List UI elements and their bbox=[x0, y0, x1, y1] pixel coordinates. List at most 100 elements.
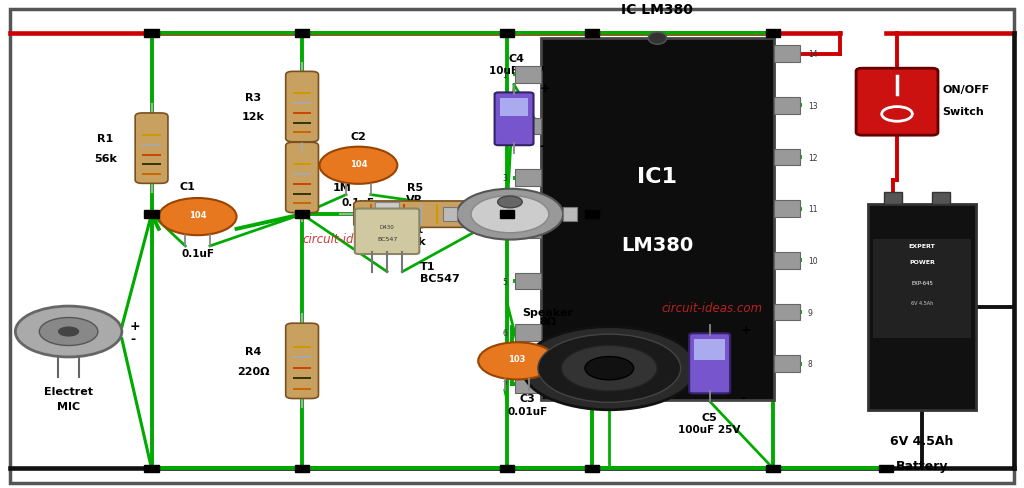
Bar bbox=[515, 273, 541, 290]
Ellipse shape bbox=[648, 33, 667, 45]
Text: 11: 11 bbox=[808, 205, 817, 214]
Text: 8: 8 bbox=[808, 360, 813, 368]
Text: Pot: Pot bbox=[401, 224, 423, 234]
Text: EXPERT: EXPERT bbox=[908, 244, 936, 248]
Text: T1: T1 bbox=[421, 261, 436, 271]
Text: 1M: 1M bbox=[333, 183, 351, 193]
Circle shape bbox=[561, 346, 657, 391]
Text: circuit-ideas.com: circuit-ideas.com bbox=[303, 233, 403, 245]
Text: BC547: BC547 bbox=[377, 237, 397, 242]
Text: 13: 13 bbox=[808, 102, 817, 111]
Bar bbox=[774, 98, 800, 114]
Text: IC1: IC1 bbox=[637, 166, 678, 186]
Text: 14: 14 bbox=[808, 50, 817, 59]
Text: MIC: MIC bbox=[57, 401, 80, 411]
Circle shape bbox=[498, 197, 522, 208]
Bar bbox=[585, 211, 599, 219]
Text: +: + bbox=[540, 81, 550, 94]
FancyBboxPatch shape bbox=[135, 114, 168, 184]
Bar bbox=[515, 376, 541, 393]
Bar bbox=[585, 465, 599, 472]
Text: Electret: Electret bbox=[44, 386, 93, 396]
Text: R4: R4 bbox=[245, 346, 261, 356]
Bar bbox=[774, 46, 800, 63]
Bar bbox=[500, 99, 528, 117]
Text: 3: 3 bbox=[502, 174, 507, 183]
Bar bbox=[563, 207, 577, 222]
Text: 6V 4.5Ah: 6V 4.5Ah bbox=[891, 434, 953, 447]
Text: D430: D430 bbox=[380, 224, 394, 229]
Bar bbox=[515, 222, 541, 238]
Bar bbox=[585, 30, 599, 38]
Bar bbox=[879, 465, 893, 472]
Bar bbox=[868, 205, 976, 410]
Text: 104: 104 bbox=[349, 160, 368, 168]
Text: -: - bbox=[740, 391, 745, 404]
Text: 12k: 12k bbox=[242, 112, 264, 122]
Text: LM380: LM380 bbox=[622, 235, 693, 254]
Text: ON/OFF: ON/OFF bbox=[942, 85, 989, 95]
Bar bbox=[144, 465, 159, 472]
Text: Battery: Battery bbox=[896, 459, 948, 472]
Text: -: - bbox=[540, 140, 545, 153]
Text: C4: C4 bbox=[508, 54, 524, 63]
Circle shape bbox=[522, 327, 696, 410]
Bar bbox=[766, 30, 780, 38]
Text: 0.01uF: 0.01uF bbox=[507, 406, 548, 416]
Text: 2: 2 bbox=[502, 122, 507, 131]
Bar bbox=[515, 67, 541, 83]
Text: 10uF 25V: 10uF 25V bbox=[488, 66, 544, 76]
FancyBboxPatch shape bbox=[286, 72, 318, 142]
Text: 9: 9 bbox=[808, 308, 813, 317]
FancyBboxPatch shape bbox=[856, 69, 938, 136]
Text: +: + bbox=[740, 323, 751, 336]
Bar bbox=[443, 207, 457, 222]
Bar bbox=[774, 356, 800, 372]
Text: EXP-645: EXP-645 bbox=[911, 280, 933, 285]
Text: IC LM380: IC LM380 bbox=[622, 3, 693, 17]
Bar bbox=[500, 211, 514, 219]
Text: 103: 103 bbox=[509, 355, 525, 364]
Text: R5: R5 bbox=[407, 183, 423, 193]
Circle shape bbox=[538, 334, 681, 403]
Bar bbox=[766, 465, 780, 472]
Bar bbox=[774, 149, 800, 166]
FancyBboxPatch shape bbox=[286, 324, 318, 399]
Bar bbox=[500, 30, 514, 38]
Circle shape bbox=[457, 189, 563, 240]
Circle shape bbox=[319, 147, 397, 184]
Text: Speaker: Speaker bbox=[522, 307, 573, 317]
Text: +: + bbox=[130, 320, 140, 332]
Bar bbox=[694, 340, 725, 361]
Text: 100uF 25V: 100uF 25V bbox=[679, 425, 740, 434]
Bar bbox=[515, 170, 541, 186]
FancyBboxPatch shape bbox=[689, 334, 730, 393]
Text: C1: C1 bbox=[179, 182, 196, 192]
Text: 4: 4 bbox=[502, 225, 507, 234]
Circle shape bbox=[585, 357, 634, 380]
Bar bbox=[932, 193, 950, 205]
Bar bbox=[774, 253, 800, 269]
Text: 8Ω: 8Ω bbox=[540, 316, 556, 326]
FancyBboxPatch shape bbox=[354, 209, 420, 255]
FancyBboxPatch shape bbox=[286, 143, 318, 213]
Text: 10: 10 bbox=[808, 256, 817, 265]
Text: Switch: Switch bbox=[942, 107, 984, 117]
Text: 12: 12 bbox=[808, 153, 817, 162]
Bar bbox=[375, 202, 399, 211]
Text: C5: C5 bbox=[701, 412, 718, 422]
Text: 0.1uF: 0.1uF bbox=[181, 249, 214, 259]
Circle shape bbox=[15, 306, 122, 357]
Circle shape bbox=[478, 343, 556, 380]
Bar bbox=[295, 465, 309, 472]
Text: R3: R3 bbox=[245, 93, 261, 102]
Bar bbox=[873, 240, 971, 338]
Bar bbox=[295, 30, 309, 38]
Text: 7: 7 bbox=[502, 380, 507, 389]
Text: -: - bbox=[130, 333, 135, 346]
Bar bbox=[884, 193, 902, 205]
Text: 5: 5 bbox=[502, 277, 507, 286]
Circle shape bbox=[471, 196, 549, 233]
Text: 56k: 56k bbox=[94, 154, 117, 163]
Bar bbox=[541, 39, 774, 400]
